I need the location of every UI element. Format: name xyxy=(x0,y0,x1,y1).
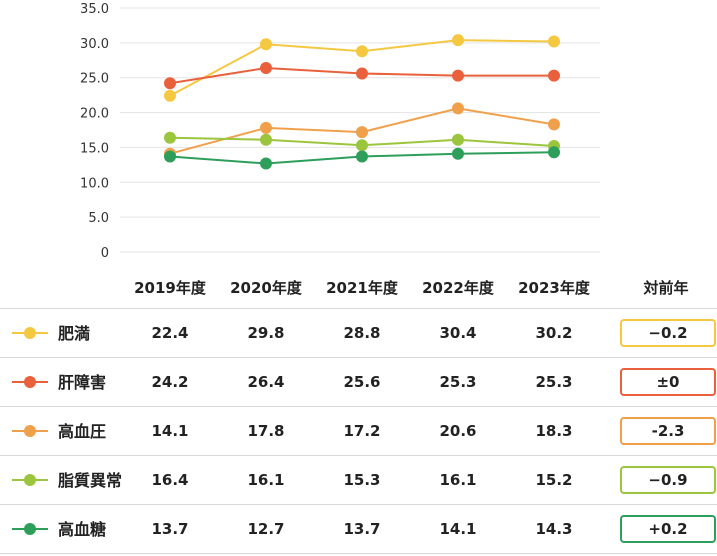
value-cell: 14.1 xyxy=(439,520,477,538)
row-divider xyxy=(0,406,717,407)
table-row: 脂質異常 16.4 16.1 15.3 16.1 15.2 −0.9 xyxy=(0,456,717,505)
value-cell: 15.2 xyxy=(535,471,573,489)
data-point xyxy=(356,45,368,58)
y-tick-label: 35.0 xyxy=(80,2,109,17)
value-cell: 29.8 xyxy=(247,324,285,342)
data-point xyxy=(260,133,272,146)
value-cell: 16.1 xyxy=(439,471,477,489)
y-tick-label: 15.0 xyxy=(80,141,109,156)
column-header: 2020年度 xyxy=(230,279,302,297)
line-chart: 35.0 30.0 25.0 20.0 15.0 10.0 5.0 0 xyxy=(80,2,600,261)
data-point xyxy=(356,139,368,152)
table-row: 肥満 22.4 29.8 28.8 30.4 30.2 −0.2 xyxy=(0,309,717,358)
value-cell: 26.4 xyxy=(247,373,285,391)
legend-marker xyxy=(12,424,48,438)
value-cell: 17.2 xyxy=(343,422,381,440)
row-divider xyxy=(0,308,717,309)
data-point xyxy=(548,35,560,48)
column-header: 2019年度 xyxy=(134,279,206,297)
value-cell: 30.4 xyxy=(439,324,477,342)
data-point xyxy=(452,34,464,47)
row-divider xyxy=(0,455,717,456)
data-point xyxy=(164,131,176,144)
row-divider xyxy=(0,357,717,358)
table-row: 高血糖 13.7 12.7 13.7 14.1 14.3 +0.2 xyxy=(0,505,717,554)
yoy-badge: −0.9 xyxy=(620,466,716,494)
data-point xyxy=(356,150,368,163)
yoy-badge: -2.3 xyxy=(620,417,716,445)
y-tick-label: 0 xyxy=(101,246,109,261)
series-name: 肥満 xyxy=(58,324,91,343)
legend-marker xyxy=(12,375,48,389)
y-tick-label: 10.0 xyxy=(80,176,109,191)
table-row: 高血圧 14.1 17.8 17.2 20.6 18.3 -2.3 xyxy=(0,407,717,456)
value-cell: 25.3 xyxy=(535,373,573,391)
yoy-badge: +0.2 xyxy=(620,515,716,543)
value-cell: 13.7 xyxy=(343,520,381,538)
value-cell: 14.1 xyxy=(151,422,189,440)
series-points xyxy=(164,34,560,170)
yoy-badge: ±0 xyxy=(620,368,716,396)
column-header: 2022年度 xyxy=(422,279,494,297)
y-tick-label: 5.0 xyxy=(88,211,109,226)
value-cell: 15.3 xyxy=(343,471,381,489)
legend-marker xyxy=(12,326,48,340)
y-tick-label: 30.0 xyxy=(80,37,109,52)
y-tick-label: 25.0 xyxy=(80,72,109,87)
series-name: 脂質異常 xyxy=(58,471,123,490)
data-point xyxy=(164,89,176,102)
value-cell: 18.3 xyxy=(535,422,573,440)
yoy-header: 対前年 xyxy=(643,279,689,297)
data-point xyxy=(452,133,464,146)
column-header: 2023年度 xyxy=(518,279,590,297)
value-cell: 16.1 xyxy=(247,471,285,489)
data-point xyxy=(548,146,560,159)
value-cell: 13.7 xyxy=(151,520,189,538)
data-point xyxy=(452,147,464,160)
value-cell: 25.3 xyxy=(439,373,477,391)
series-name: 肝障害 xyxy=(58,373,107,392)
value-cell: 25.6 xyxy=(343,373,381,391)
value-cell: 20.6 xyxy=(439,422,477,440)
data-point xyxy=(548,69,560,82)
data-point xyxy=(164,77,176,90)
data-point xyxy=(260,38,272,51)
yoy-badge: −0.2 xyxy=(620,319,716,347)
data-point xyxy=(260,157,272,170)
series-name: 高血糖 xyxy=(58,520,107,539)
value-cell: 17.8 xyxy=(247,422,285,440)
value-cell: 16.4 xyxy=(151,471,189,489)
data-point xyxy=(164,150,176,163)
y-tick-label: 20.0 xyxy=(80,107,109,122)
data-point xyxy=(356,67,368,80)
series-name: 高血圧 xyxy=(58,422,107,441)
value-cell: 22.4 xyxy=(151,324,189,342)
data-point xyxy=(452,102,464,115)
data-point xyxy=(548,118,560,131)
value-cell: 30.2 xyxy=(535,324,573,342)
legend-marker xyxy=(12,473,48,487)
data-point xyxy=(260,121,272,134)
row-divider xyxy=(0,504,717,505)
value-cell: 24.2 xyxy=(151,373,189,391)
data-point xyxy=(452,69,464,82)
data-point xyxy=(260,62,272,74)
value-cell: 14.3 xyxy=(535,520,573,538)
legend-marker xyxy=(12,522,48,536)
value-cell: 28.8 xyxy=(343,324,381,342)
value-cell: 12.7 xyxy=(247,520,285,538)
y-axis: 35.0 30.0 25.0 20.0 15.0 10.0 5.0 0 xyxy=(80,2,109,261)
table-row: 肝障害 24.2 26.4 25.6 25.3 25.3 ±0 xyxy=(0,358,717,407)
column-header: 2021年度 xyxy=(326,279,398,297)
data-point xyxy=(356,126,368,139)
row-divider xyxy=(0,553,717,554)
